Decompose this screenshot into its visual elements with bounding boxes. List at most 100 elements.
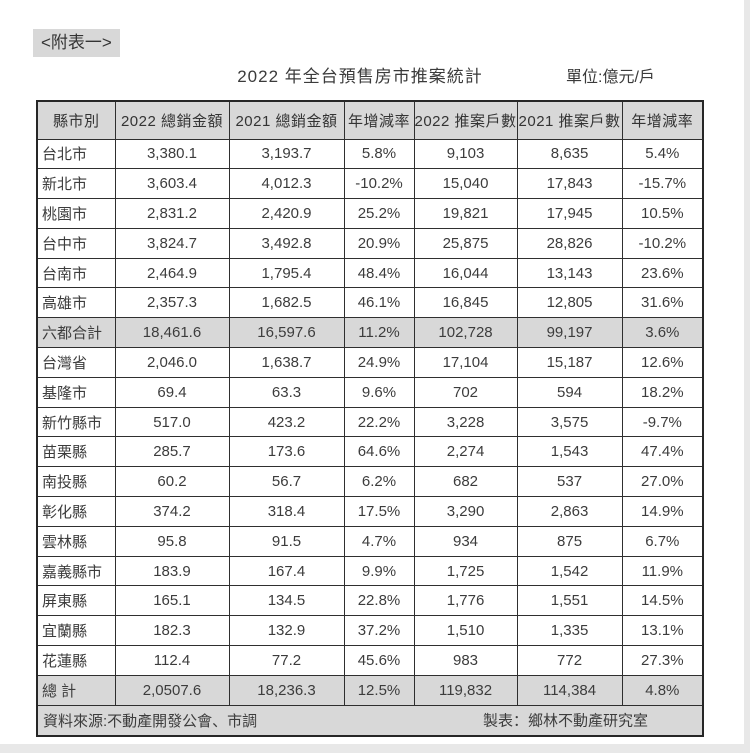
data-cell: 8,635: [516, 138, 623, 170]
data-cell: 702: [413, 376, 518, 408]
data-cell: 3,380.1: [114, 138, 230, 170]
data-cell: 77.2: [228, 645, 345, 676]
data-cell: 1,725: [413, 555, 518, 587]
column-header: 2021 總銷金額: [228, 100, 345, 140]
data-cell: 3.6%: [621, 317, 704, 349]
column-header: 2022 總銷金額: [114, 100, 230, 140]
row-label: 總 計: [36, 674, 116, 706]
attachment-tag: <附表一>: [33, 29, 120, 57]
data-cell: 47.4%: [621, 436, 704, 468]
statistics-table: 縣市別 2022 總銷金額 2021 總銷金額 年增減率 2022 推案戶數 2021 推…: [36, 100, 705, 738]
data-cell: 11.2%: [343, 317, 415, 349]
table-row: 嘉義縣市 183.9 167.4 9.9% 1,725 1,542 11.9%: [36, 555, 704, 587]
table-row: 新北市 3,603.4 4,012.3 -10.2% 15,040 17,843 -15.7…: [36, 168, 704, 200]
data-cell: 4.8%: [621, 674, 704, 706]
column-header: 2022 推案戶數: [413, 100, 518, 140]
data-cell: 31.6%: [621, 287, 704, 319]
data-cell: 17,945: [516, 198, 623, 229]
data-cell: 1,638.7: [228, 347, 345, 378]
data-cell: 3,603.4: [114, 168, 230, 200]
data-cell: 182.3: [114, 615, 230, 647]
data-cell: 3,575: [516, 406, 623, 438]
table-row: 總 計 2,0507.6 18,236.3 12.5% 119,832 114,384 4.…: [36, 674, 704, 706]
row-label: 新竹縣市: [36, 406, 116, 438]
data-cell: -15.7%: [621, 168, 704, 200]
data-cell: 5.4%: [621, 138, 704, 170]
data-cell: 13,143: [516, 257, 623, 289]
data-cell: 285.7: [114, 436, 230, 468]
data-cell: 374.2: [114, 496, 230, 527]
data-cell: 1,542: [516, 555, 623, 587]
data-cell: 91.5: [228, 525, 345, 557]
data-cell: 2,274: [413, 436, 518, 468]
data-source-label: 資料來源:不動產開發公會、市調: [43, 712, 258, 730]
data-cell: 6.2%: [343, 466, 415, 498]
data-cell: 114,384: [516, 674, 623, 706]
data-cell: 27.3%: [621, 645, 704, 676]
table-row: 苗栗縣 285.7 173.6 64.6% 2,274 1,543 47.4%: [36, 436, 704, 468]
data-cell: 25.2%: [343, 198, 415, 229]
data-cell: 16,044: [413, 257, 518, 289]
data-cell: 934: [413, 525, 518, 557]
row-label: 南投縣: [36, 466, 116, 498]
page-edge-bottom: [0, 744, 750, 753]
data-cell: 64.6%: [343, 436, 415, 468]
page-title: 2022 年全台預售房市推案統計: [237, 67, 483, 86]
data-cell: 983: [413, 645, 518, 676]
data-cell: 19,821: [413, 198, 518, 229]
data-cell: 12.5%: [343, 674, 415, 706]
row-label: 苗栗縣: [36, 436, 116, 468]
data-cell: 2,046.0: [114, 347, 230, 378]
table-row: 新竹縣市 517.0 423.2 22.2% 3,228 3,575 -9.7%: [36, 406, 704, 438]
data-cell: 24.9%: [343, 347, 415, 378]
data-cell: 6.7%: [621, 525, 704, 557]
row-label: 台中市: [36, 227, 116, 259]
row-label: 台南市: [36, 257, 116, 289]
data-cell: 173.6: [228, 436, 345, 468]
data-cell: 28,826: [516, 227, 623, 259]
row-label: 彰化縣: [36, 496, 116, 527]
data-cell: 2,0507.6: [114, 674, 230, 706]
data-cell: 22.2%: [343, 406, 415, 438]
data-cell: 12.6%: [621, 347, 704, 378]
data-cell: 132.9: [228, 615, 345, 647]
table-row: 六都合計 18,461.6 16,597.6 11.2% 102,728 99,197 3.…: [36, 317, 704, 349]
data-cell: 2,464.9: [114, 257, 230, 289]
data-cell: 25,875: [413, 227, 518, 259]
data-cell: 69.4: [114, 376, 230, 408]
row-label: 雲林縣: [36, 525, 116, 557]
data-cell: 48.4%: [343, 257, 415, 289]
table-row: 基隆市 69.4 63.3 9.6% 702 594 18.2%: [36, 376, 704, 408]
data-cell: 14.5%: [621, 585, 704, 617]
data-cell: 18,236.3: [228, 674, 345, 706]
credit-label: 製表：鄉林不動產研究室: [483, 712, 649, 730]
data-cell: 2,357.3: [114, 287, 230, 319]
data-cell: 1,510: [413, 615, 518, 647]
unit-label: 單位:億元/戶: [566, 69, 655, 86]
column-header: 縣市別: [36, 100, 116, 140]
row-label: 嘉義縣市: [36, 555, 116, 587]
data-cell: 13.1%: [621, 615, 704, 647]
footer-cell: 資料來源:不動產開發公會、市調 製表：鄉林不動產研究室: [36, 704, 704, 737]
column-header: 年增減率: [621, 100, 704, 140]
row-label: 台北市: [36, 138, 116, 170]
data-cell: 1,682.5: [228, 287, 345, 319]
data-cell: -10.2%: [343, 168, 415, 200]
data-cell: 99,197: [516, 317, 623, 349]
data-cell: 1,335: [516, 615, 623, 647]
row-label: 高雄市: [36, 287, 116, 319]
data-cell: 23.6%: [621, 257, 704, 289]
data-cell: 2,420.9: [228, 198, 345, 229]
data-cell: 11.9%: [621, 555, 704, 587]
data-cell: -9.7%: [621, 406, 704, 438]
data-cell: 3,492.8: [228, 227, 345, 259]
data-cell: 18.2%: [621, 376, 704, 408]
data-cell: 1,551: [516, 585, 623, 617]
data-cell: 63.3: [228, 376, 345, 408]
row-label: 花蓮縣: [36, 645, 116, 676]
data-cell: 18,461.6: [114, 317, 230, 349]
data-cell: 112.4: [114, 645, 230, 676]
data-cell: 45.6%: [343, 645, 415, 676]
data-cell: 16,845: [413, 287, 518, 319]
row-label: 屏東縣: [36, 585, 116, 617]
